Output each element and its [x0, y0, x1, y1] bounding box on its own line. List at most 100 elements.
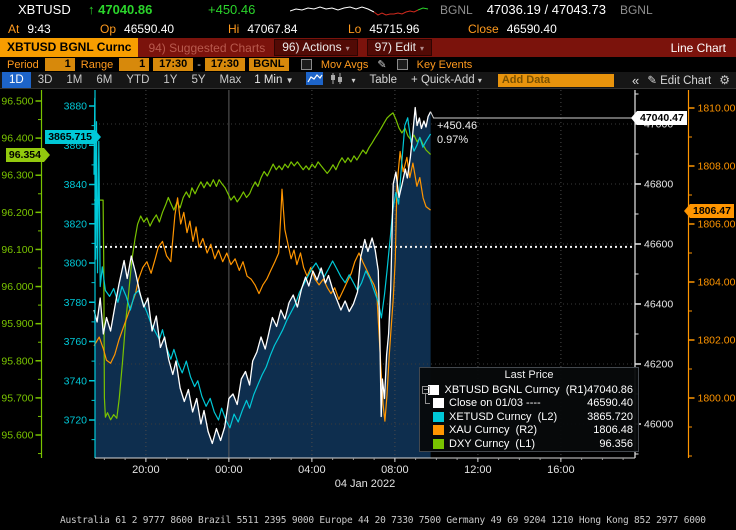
- gear-icon[interactable]: ⚙: [719, 73, 730, 87]
- tab-6m[interactable]: 6M: [96, 74, 113, 86]
- range-label: Range: [80, 58, 114, 71]
- legend-row[interactable]: XAU Curncy (R2) 1806.48: [420, 424, 638, 438]
- time-range-dash: -: [197, 58, 201, 71]
- edit-chart-button[interactable]: ✎ Edit Chart: [647, 75, 712, 87]
- tab-3d[interactable]: 3D: [37, 74, 53, 86]
- svg-text:08:00: 08:00: [381, 464, 409, 476]
- tab-ytd[interactable]: YTD: [126, 74, 150, 86]
- svg-text:04:00: 04:00: [298, 464, 326, 476]
- collapse-panel-icon[interactable]: «: [632, 72, 640, 88]
- open-value: 46590.40: [124, 21, 175, 36]
- svg-text:3820: 3820: [64, 218, 88, 230]
- ohlc-bar: At 9:43 Op 46590.40 Hi 47067.84 Lo 45715.96 …: [0, 19, 736, 38]
- svg-text:1810.00: 1810.00: [698, 103, 736, 115]
- table-button[interactable]: Table: [369, 74, 398, 86]
- svg-text:95.600: 95.600: [1, 430, 33, 442]
- add-data-input[interactable]: Add Data: [497, 73, 614, 87]
- series-dxy-curncy: [94, 112, 432, 421]
- line-chart-type-icon[interactable]: [305, 72, 323, 88]
- series-swatch: [433, 411, 444, 422]
- security-symbol: XBTUSD: [18, 2, 71, 17]
- actions-menu[interactable]: 96) Actions ▾: [274, 39, 358, 56]
- low-label: Lo: [348, 21, 362, 36]
- tree-elbow-icon: [425, 395, 430, 404]
- svg-text:96.500: 96.500: [1, 96, 33, 108]
- svg-text:46000: 46000: [644, 419, 673, 431]
- tree-expander-icon[interactable]: [422, 386, 430, 394]
- command-bar: XBTUSD BGNL Curnc 94) Suggested Charts 9…: [0, 38, 736, 57]
- time-to-input[interactable]: 17:30: [204, 58, 245, 71]
- series-xau-curncy: [93, 150, 431, 422]
- range-input[interactable]: 1: [119, 58, 150, 71]
- candlestick-chart-type-icon[interactable]: [329, 72, 344, 88]
- time-from-input[interactable]: 17:30: [153, 58, 194, 71]
- svg-text:00:00: 00:00: [215, 464, 243, 476]
- up-arrow-icon: ↑: [88, 2, 95, 17]
- close-label: Close: [468, 21, 499, 36]
- last-price: ↑ 47040.86: [88, 2, 153, 17]
- period-input[interactable]: 1: [44, 58, 75, 71]
- command-ticker[interactable]: XBTUSD BGNL Curnc: [0, 38, 139, 57]
- chevron-down-icon: ▾: [419, 44, 424, 53]
- svg-text:3860: 3860: [64, 140, 88, 152]
- series-name: XAU Curncy (R2): [449, 424, 538, 437]
- mov-avgs-checkbox[interactable]: [300, 59, 312, 70]
- legend-row[interactable]: XETUSD Curncy (L2) 3865.720: [420, 410, 638, 424]
- legend-row[interactable]: XBTUSD BGNL Curncy (R1) 47040.86: [420, 383, 638, 398]
- svg-text:1802.00: 1802.00: [698, 335, 736, 347]
- svg-text:46600: 46600: [644, 239, 673, 251]
- legend-row[interactable]: DXY Curncy (L1) 96.356: [420, 437, 638, 451]
- svg-text:46400: 46400: [644, 299, 673, 311]
- pencil-icon[interactable]: ✎: [377, 59, 387, 71]
- high-label: Hi: [228, 21, 240, 36]
- series-xbtusd-bgnl-curncy: [93, 106, 432, 445]
- svg-text:1800.00: 1800.00: [698, 393, 736, 405]
- tab-max[interactable]: Max: [219, 74, 242, 86]
- svg-text:46800: 46800: [644, 179, 673, 191]
- chevron-down-icon: ▾: [477, 76, 482, 85]
- svg-text:95.700: 95.700: [1, 392, 33, 404]
- svg-text:3800: 3800: [64, 258, 88, 270]
- pencil-icon: ✎: [647, 75, 657, 87]
- mov-avgs-label: Mov Avgs: [320, 58, 369, 71]
- series-value: 47040.86: [587, 383, 633, 396]
- series-name: XBTUSD BGNL Curncy (R1): [444, 383, 588, 396]
- svg-text:12:00: 12:00: [464, 464, 492, 476]
- svg-text:96.100: 96.100: [1, 244, 33, 256]
- close-value: 46590.40: [506, 21, 557, 36]
- tab-1y[interactable]: 1Y: [163, 74, 178, 86]
- svg-text:1804.00: 1804.00: [698, 277, 736, 289]
- chart-type-dropdown-icon[interactable]: ▾: [351, 75, 356, 85]
- tab-1m[interactable]: 1M: [66, 74, 83, 86]
- tab-5y[interactable]: 5Y: [191, 74, 206, 86]
- svg-text:95.800: 95.800: [1, 355, 33, 367]
- svg-text:96.000: 96.000: [1, 281, 33, 293]
- svg-text:3880: 3880: [64, 101, 88, 113]
- interval-select[interactable]: 1 Min ▼: [254, 74, 294, 86]
- bid-ask: 47036.19 / 47043.73: [486, 2, 606, 17]
- suggested-charts-menu[interactable]: 94) Suggested Charts: [148, 40, 266, 55]
- legend-title: Last Price: [504, 369, 554, 381]
- intraday-sparkline: [290, 5, 429, 16]
- svg-text:3720: 3720: [64, 415, 88, 427]
- edit-menu[interactable]: 97) Edit ▾: [366, 39, 432, 56]
- series-swatch: [433, 398, 444, 409]
- series-swatch: [433, 425, 444, 436]
- legend-panel: Last Price XBTUSD BGNL Curncy (R1) 47040…: [419, 367, 639, 452]
- quick-add-button[interactable]: + Quick-Add ▾: [411, 74, 482, 86]
- series-name: Close on 01/03 ----: [449, 397, 541, 410]
- svg-text:16:00: 16:00: [547, 464, 575, 476]
- venue-badge-2: BGNL: [619, 2, 653, 17]
- legend-row[interactable]: Close on 01/03 ---- 46590.40: [420, 395, 638, 411]
- source-input[interactable]: BGNL: [248, 58, 289, 71]
- series-value: 1806.48: [593, 424, 633, 437]
- key-events-checkbox[interactable]: [396, 59, 408, 70]
- svg-text:96.300: 96.300: [1, 170, 33, 182]
- settings-bar: Period 1 Range 1 17:30 - 17:30 BGNL Mov …: [0, 57, 736, 72]
- series-value: 46590.40: [587, 397, 633, 410]
- chevron-down-icon: ▼: [285, 76, 294, 85]
- chevron-down-icon: ▾: [345, 44, 350, 53]
- tab-1d[interactable]: 1D: [2, 72, 31, 88]
- svg-text:46200: 46200: [644, 359, 673, 371]
